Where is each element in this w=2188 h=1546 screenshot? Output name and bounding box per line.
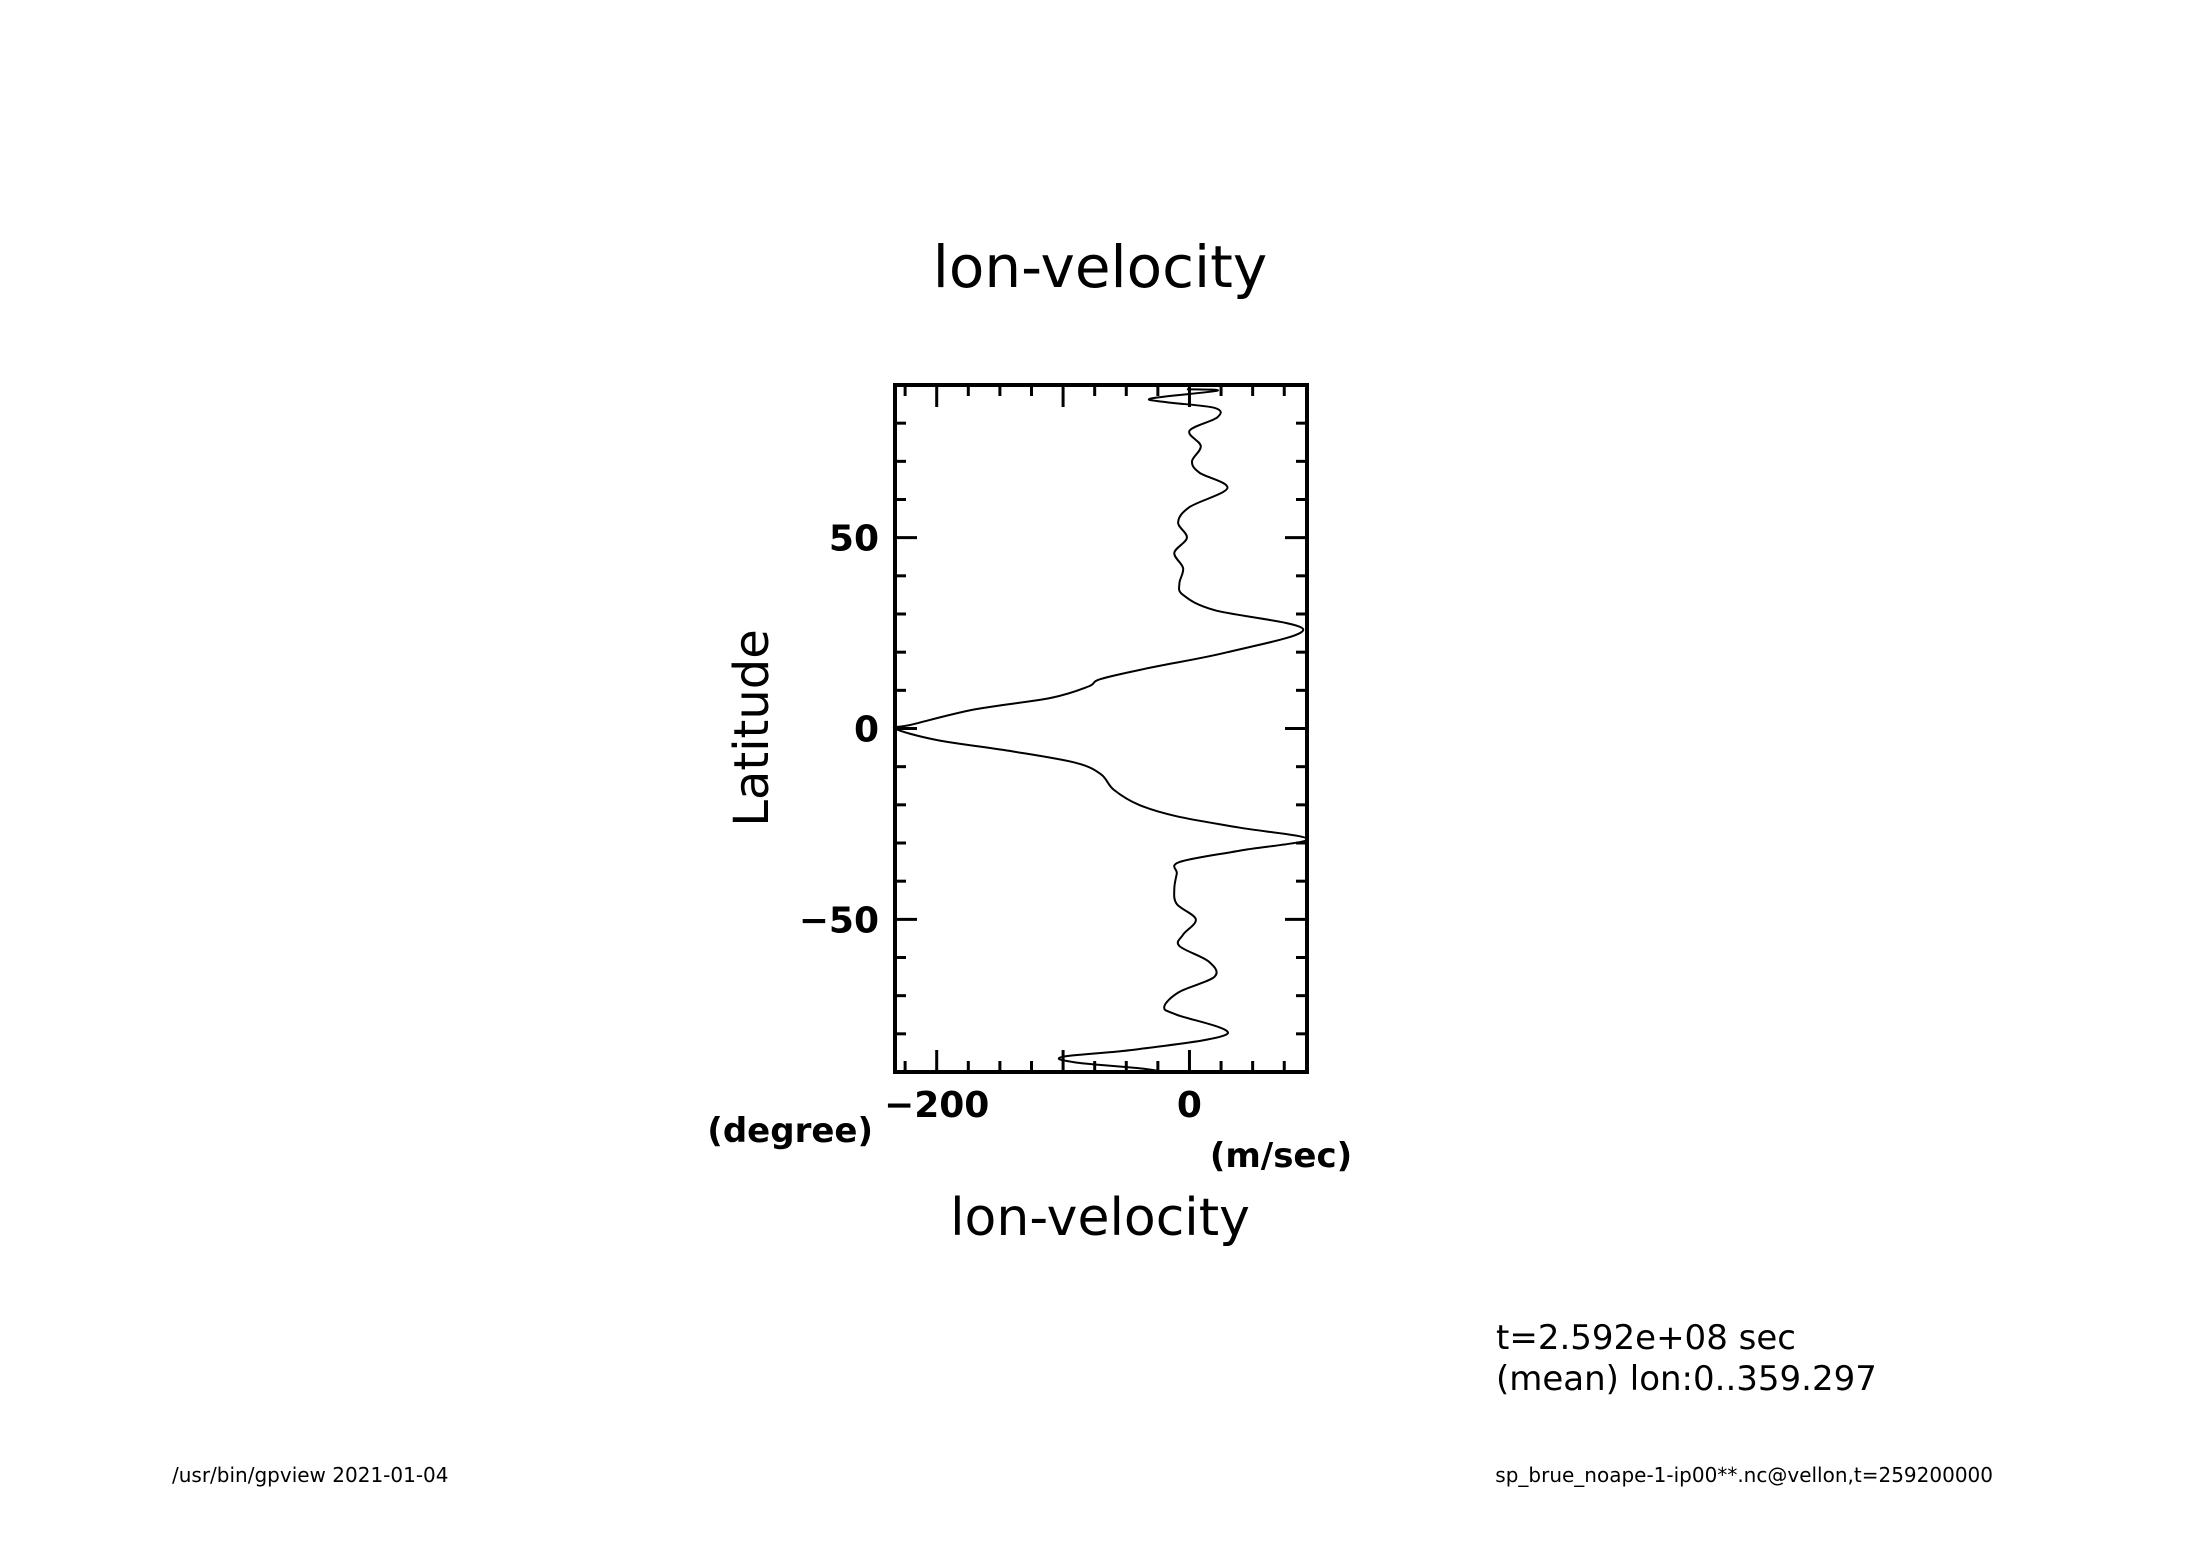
y-tick-label: 0	[854, 710, 879, 751]
x-axis-label: lon-velocity	[950, 1188, 1250, 1248]
y-tick-label: 50	[829, 519, 879, 560]
tick-labels: −200 0 −50 0 50	[799, 519, 1202, 1126]
footer-program: /usr/bin/gpview 2021-01-04	[172, 1463, 449, 1487]
y-tick-label: −50	[799, 900, 879, 941]
x-tick-label: −200	[884, 1085, 989, 1126]
plot-border	[893, 383, 1309, 1074]
y-axis-unit: (degree)	[707, 1111, 873, 1151]
time-info: t=2.592e+08 sec	[1496, 1318, 1796, 1358]
axis-ticks	[895, 385, 1307, 1072]
plot-frame	[893, 383, 1309, 1074]
velocity-profile-line	[892, 388, 1309, 1073]
y-axis-label: Latitude	[724, 629, 780, 827]
mean-info: (mean) lon:0..359.297	[1496, 1359, 1877, 1399]
x-axis-unit: (m/sec)	[1210, 1136, 1352, 1176]
footer-source: sp_brue_noape-1-ip00**.nc@vellon,t=25920…	[1495, 1463, 1993, 1487]
chart-title: lon-velocity	[933, 233, 1267, 301]
x-tick-label: 0	[1177, 1085, 1202, 1126]
